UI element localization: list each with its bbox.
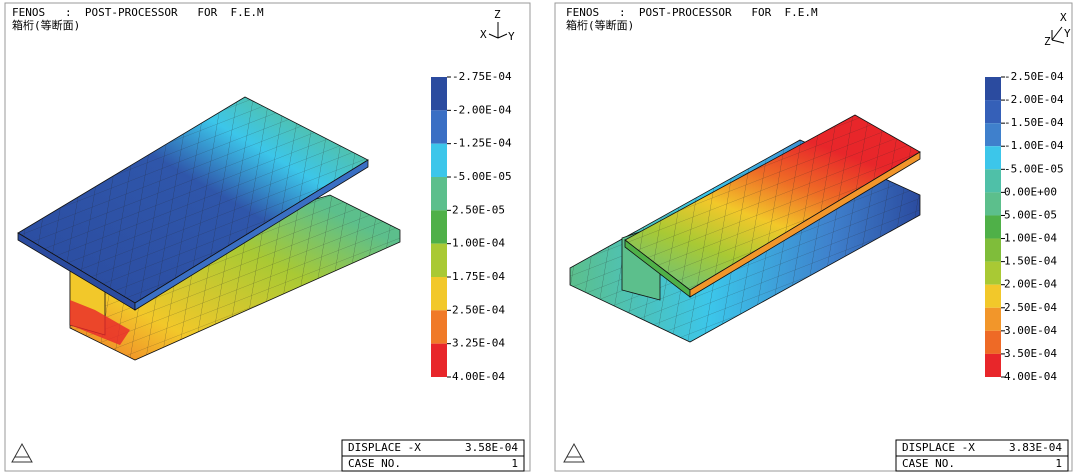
legend-swatch (985, 284, 1001, 308)
legend-swatch (431, 110, 447, 144)
logo (11, 442, 33, 463)
legend: -2.50E-04 -2.00E-04 -1.50E-04 -1.00E-04 -5.0… (985, 70, 1064, 383)
legend-swatch (431, 210, 447, 244)
subtitle: 箱桁(等断面) (566, 18, 634, 32)
legend-label: -2.00E-04 (1004, 93, 1064, 106)
legend-swatch (985, 77, 1001, 101)
axis-label: X (480, 28, 487, 41)
legend-swatch (431, 77, 447, 111)
logo (563, 442, 585, 463)
legend-swatch (985, 146, 1001, 170)
legend-label: 2.00E-04 (1004, 278, 1057, 291)
legend-label: 2.50E-05 (452, 203, 505, 216)
legend-swatch (431, 343, 447, 377)
legend-swatch (985, 215, 1001, 239)
legend-label: -5.00E-05 (1004, 162, 1064, 175)
panel-frame (554, 2, 1073, 472)
axis-label: Y (508, 30, 515, 43)
legend-label: -1.00E-04 (1004, 139, 1064, 152)
footer-case-label: CASE NO. (348, 457, 401, 470)
model (17, 96, 401, 361)
footer-box: DISPLACE -X 3.83E-04 CASE NO. 1 (895, 439, 1069, 472)
legend-label: 4.00E-04 (452, 370, 505, 383)
legend-swatch (985, 169, 1001, 193)
legend-label: 3.25E-04 (452, 337, 505, 350)
legend-swatch (431, 143, 447, 177)
footer-case: 1 (511, 457, 518, 470)
panel-frame (4, 2, 531, 472)
legend-label: -2.00E-04 (452, 103, 512, 116)
legend-label: 3.50E-04 (1004, 347, 1057, 360)
legend-label: 1.75E-04 (452, 270, 505, 283)
legend-swatch (431, 177, 447, 211)
footer-case-label: CASE NO. (902, 457, 955, 470)
legend-label: 1.00E-04 (452, 237, 505, 250)
panel: FENOS : POST-PROCESSOR FOR F.E.M 箱桁(等断面)… (554, 2, 1073, 472)
model (569, 114, 921, 343)
legend-swatch (985, 353, 1001, 377)
header: FENOS : POST-PROCESSOR FOR F.E.M (566, 6, 818, 19)
legend: -2.75E-04 -2.00E-04 -1.25E-04 -5.00E-05 2.50… (431, 70, 512, 383)
legend-label: 4.00E-04 (1004, 370, 1057, 383)
legend-swatch (985, 123, 1001, 147)
legend-label: -5.00E-05 (452, 170, 512, 183)
footer-quantity: DISPLACE -X (348, 441, 421, 454)
footer-case: 1 (1055, 457, 1062, 470)
header: FENOS : POST-PROCESSOR FOR F.E.M (12, 6, 264, 19)
legend-label: -2.50E-04 (1004, 70, 1064, 83)
legend-swatch (985, 307, 1001, 331)
axis-label: Y (1064, 27, 1071, 40)
legend-label: -2.75E-04 (452, 70, 512, 83)
legend-label: 2.50E-04 (452, 303, 505, 316)
legend-label: 2.50E-04 (1004, 301, 1057, 314)
subtitle: 箱桁(等断面) (12, 18, 80, 32)
legend-label: -1.50E-04 (1004, 116, 1064, 129)
legend-swatch (985, 100, 1001, 124)
legend-label: 3.00E-04 (1004, 324, 1057, 337)
footer-max: 3.83E-04 (1009, 441, 1062, 454)
axis-label: X (1060, 11, 1067, 24)
legend-label: 0.00E+00 (1004, 185, 1057, 198)
legend-swatch (431, 243, 447, 277)
legend-swatch (431, 310, 447, 344)
axis-triad: Z X Y (480, 8, 515, 43)
axis-triad: X Z Y (1044, 11, 1071, 48)
legend-label: 5.00E-05 (1004, 208, 1057, 221)
legend-swatch (985, 261, 1001, 285)
legend-swatch (985, 238, 1001, 262)
footer-box: DISPLACE -X 3.58E-04 CASE NO. 1 (341, 439, 525, 472)
legend-swatch (985, 330, 1001, 354)
legend-label: 1.00E-04 (1004, 232, 1057, 245)
axis-label: Z (1044, 35, 1051, 48)
legend-swatch (431, 277, 447, 311)
legend-label: -1.25E-04 (452, 137, 512, 150)
footer-max: 3.58E-04 (465, 441, 518, 454)
legend-swatch (985, 192, 1001, 216)
footer-quantity: DISPLACE -X (902, 441, 975, 454)
axis-label: Z (494, 8, 501, 21)
panel: FENOS : POST-PROCESSOR FOR F.E.M 箱桁(等断面)… (4, 2, 531, 472)
legend-label: 1.50E-04 (1004, 255, 1057, 268)
